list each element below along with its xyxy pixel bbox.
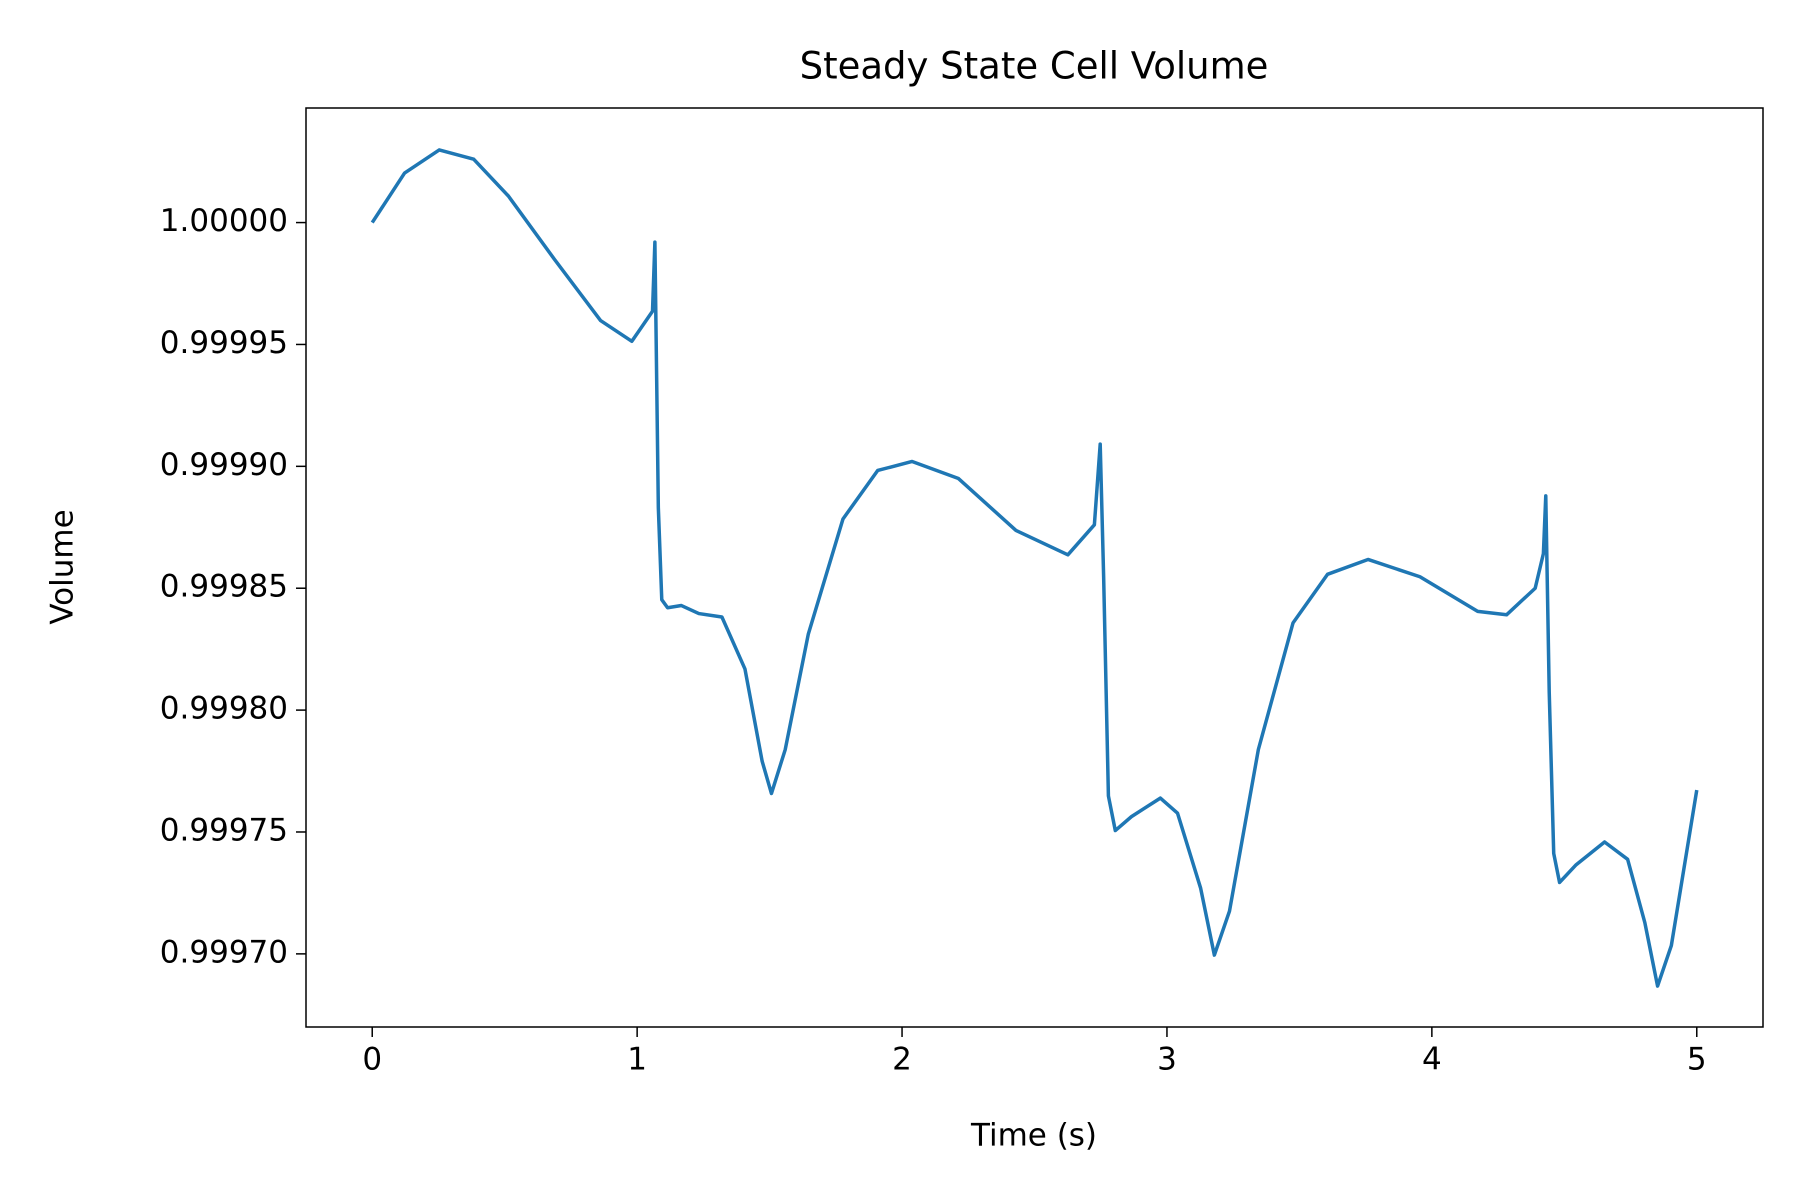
x-tick-label: 0: [362, 1042, 382, 1078]
x-axis-label: Time (s): [970, 1118, 1097, 1154]
y-tick-label: 0.99985: [160, 569, 288, 605]
x-tick-label: 4: [1422, 1042, 1442, 1078]
chart-title: Steady State Cell Volume: [800, 45, 1269, 88]
plot-frame: [305, 107, 1764, 1028]
x-tick-label: 2: [892, 1042, 912, 1078]
x-tick-label: 5: [1687, 1042, 1707, 1078]
y-tick-label: 0.99975: [160, 812, 288, 848]
y-tick-label: 0.99980: [160, 691, 288, 727]
y-tick-label: 0.99970: [160, 934, 288, 970]
y-tick-label: 1.00000: [160, 203, 288, 239]
x-tick-label: 1: [627, 1042, 647, 1078]
y-tick-label: 0.99995: [160, 325, 288, 361]
data-line: [370, 148, 1699, 988]
y-tick-label: 0.99990: [160, 447, 288, 483]
y-axis-label: Volume: [45, 509, 81, 624]
x-tick-label: 3: [1157, 1042, 1177, 1078]
